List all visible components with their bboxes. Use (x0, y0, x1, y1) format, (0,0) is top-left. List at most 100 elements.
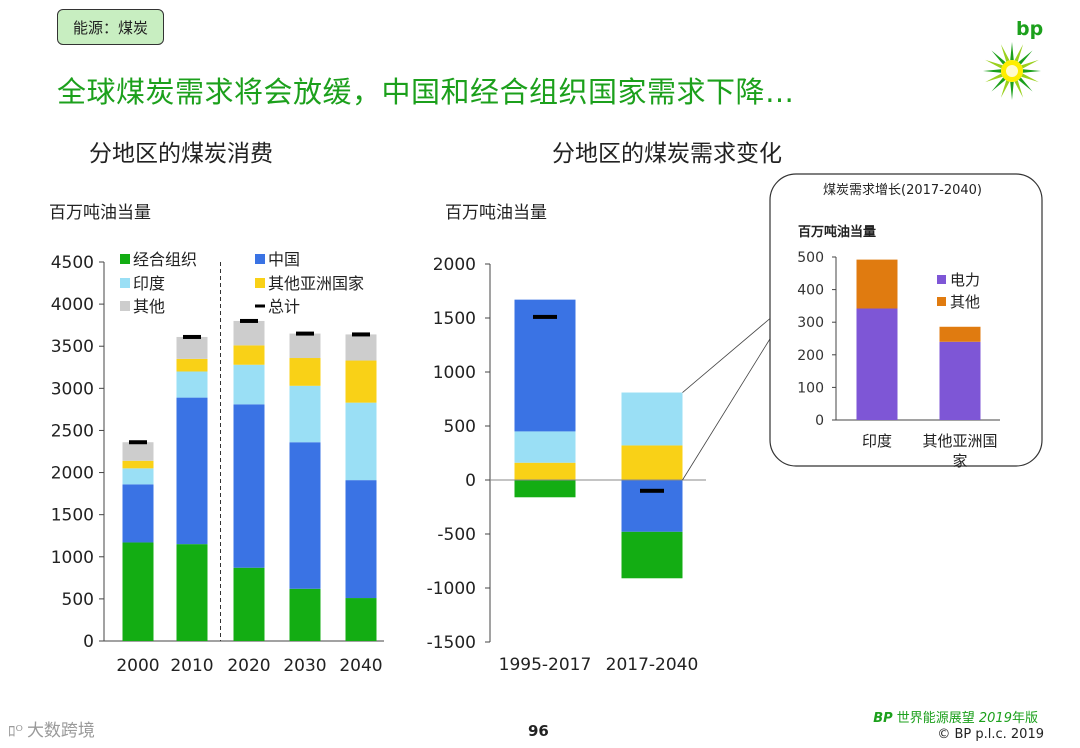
bp-logo-text: bp (1016, 18, 1044, 40)
bar-other (289, 333, 321, 359)
bp-logo: bp (982, 18, 1044, 100)
legend-swatch-other (120, 301, 130, 311)
footer-brand-main: 世界能源展望 (892, 711, 979, 726)
bar-oecd (122, 542, 154, 641)
total-marker (240, 318, 258, 323)
helios-ray (991, 50, 1006, 65)
inset-unit: 百万吨油当量 (798, 225, 877, 240)
y-tick-label: 2000 (433, 255, 476, 275)
helios-ray (1010, 42, 1014, 61)
bar-india (345, 402, 377, 481)
helios-ray (985, 73, 1003, 83)
legend-swatch-india (120, 278, 130, 288)
y-tick-label: 400 (797, 283, 824, 299)
bar-inset_other (856, 259, 898, 309)
helios-ray (985, 59, 1003, 69)
bar-india (122, 468, 154, 485)
y-tick-label: -1500 (427, 633, 476, 653)
callout-line-top (682, 315, 774, 393)
page-headline: 全球煤炭需求将会放缓，中国和经合组织国家需求下降… (57, 75, 795, 109)
helios-icon (983, 42, 1041, 100)
watermark-logo-icon: ﾛᴼ (8, 722, 23, 740)
legend-label: 中国 (268, 250, 300, 269)
helios-ray (1021, 73, 1039, 83)
bar-india (289, 385, 321, 443)
callout-line-bottom (682, 333, 774, 481)
y-tick-label: 2500 (51, 421, 94, 441)
x-tick-label: 2017-2040 (606, 655, 699, 675)
total-marker (640, 488, 664, 493)
helios-ray (1000, 80, 1010, 98)
middle-chart-subtitle: 分地区的煤炭需求变化 (552, 141, 782, 167)
x-tick-label-line: 其他亚洲国 (922, 432, 997, 450)
bar-oecd (176, 544, 208, 641)
y-tick-label: -500 (437, 525, 476, 545)
helios-ray (991, 77, 1006, 92)
y-tick-label: 4500 (51, 253, 94, 273)
bar-other (176, 336, 208, 359)
x-tick-label: 2020 (227, 656, 270, 676)
x-tick-label: 2040 (339, 656, 382, 676)
bar-other (122, 442, 154, 461)
y-tick-label: 300 (797, 315, 824, 331)
footer-brand-prefix: BP (873, 711, 893, 726)
bar-oecd (233, 567, 265, 641)
bar-oecd (345, 598, 377, 641)
legend-swatch-power (937, 275, 946, 284)
x-tick-label: 2010 (170, 656, 213, 676)
bar-other_asia (122, 460, 154, 469)
x-tick-label: 2030 (283, 656, 326, 676)
y-tick-label: 1500 (433, 309, 476, 329)
bar-india (514, 431, 576, 463)
page-number: 96 (528, 722, 549, 740)
y-tick-label: 1500 (51, 506, 94, 526)
total-marker (296, 331, 314, 336)
legend-swatch-total (255, 304, 265, 308)
bar-china (621, 480, 683, 532)
x-tick-label: 印度 (862, 432, 892, 450)
bar-other (233, 320, 265, 346)
x-tick-label: 其他亚洲国家 (922, 432, 997, 470)
bar-india (176, 371, 208, 398)
y-tick-label: 200 (797, 348, 824, 364)
coal-demand-change-chart: -1500 -1000 -500 0 500 1000 1500 2000 1995-2017 2… (427, 255, 706, 675)
bar-china (345, 480, 377, 599)
helios-ray (1014, 44, 1024, 62)
legend-label: 经合组织 (133, 250, 197, 269)
section-tag: 能源：煤炭 (57, 9, 164, 45)
helios-ray (1010, 81, 1014, 100)
legend-swatch-oecd (120, 254, 130, 264)
footer-copyright: © BP p.l.c. 2019 (937, 727, 1044, 742)
bar-oecd (289, 588, 321, 641)
y-tick-label: 500 (62, 590, 94, 610)
bar-oecd (514, 480, 576, 498)
bar-other_asia (289, 358, 321, 386)
y-tick-label: 500 (444, 417, 476, 437)
bar-china (289, 442, 321, 589)
bar-china (514, 299, 576, 432)
watermark: ﾛᴼ 大数跨境 (8, 716, 95, 741)
legend-label: 电力 (950, 271, 980, 289)
y-tick-label: 100 (797, 380, 824, 396)
bar-other_asia (345, 360, 377, 403)
bar-china (176, 397, 208, 545)
legend-swatch-inset_other (937, 297, 946, 306)
bar-other_asia (233, 345, 265, 365)
y-tick-label: 0 (815, 413, 824, 429)
legend-label: 其他 (950, 293, 980, 311)
y-tick-label: 2000 (51, 464, 94, 484)
helios-ray (983, 69, 1002, 73)
total-marker (129, 440, 147, 445)
footer-brand: BP 世界能源展望 2019年版 (873, 707, 1038, 726)
middle-chart-unit: 百万吨油当量 (445, 203, 547, 223)
footer-brand-year: 2019 (978, 711, 1012, 726)
helios-ray (1000, 44, 1010, 62)
y-tick-label: 0 (465, 471, 476, 491)
x-tick-label: 2000 (116, 656, 159, 676)
bar-power (939, 341, 981, 420)
bar-other_asia (621, 445, 683, 480)
bar-other (345, 334, 377, 361)
y-tick-label: 4000 (51, 295, 94, 315)
